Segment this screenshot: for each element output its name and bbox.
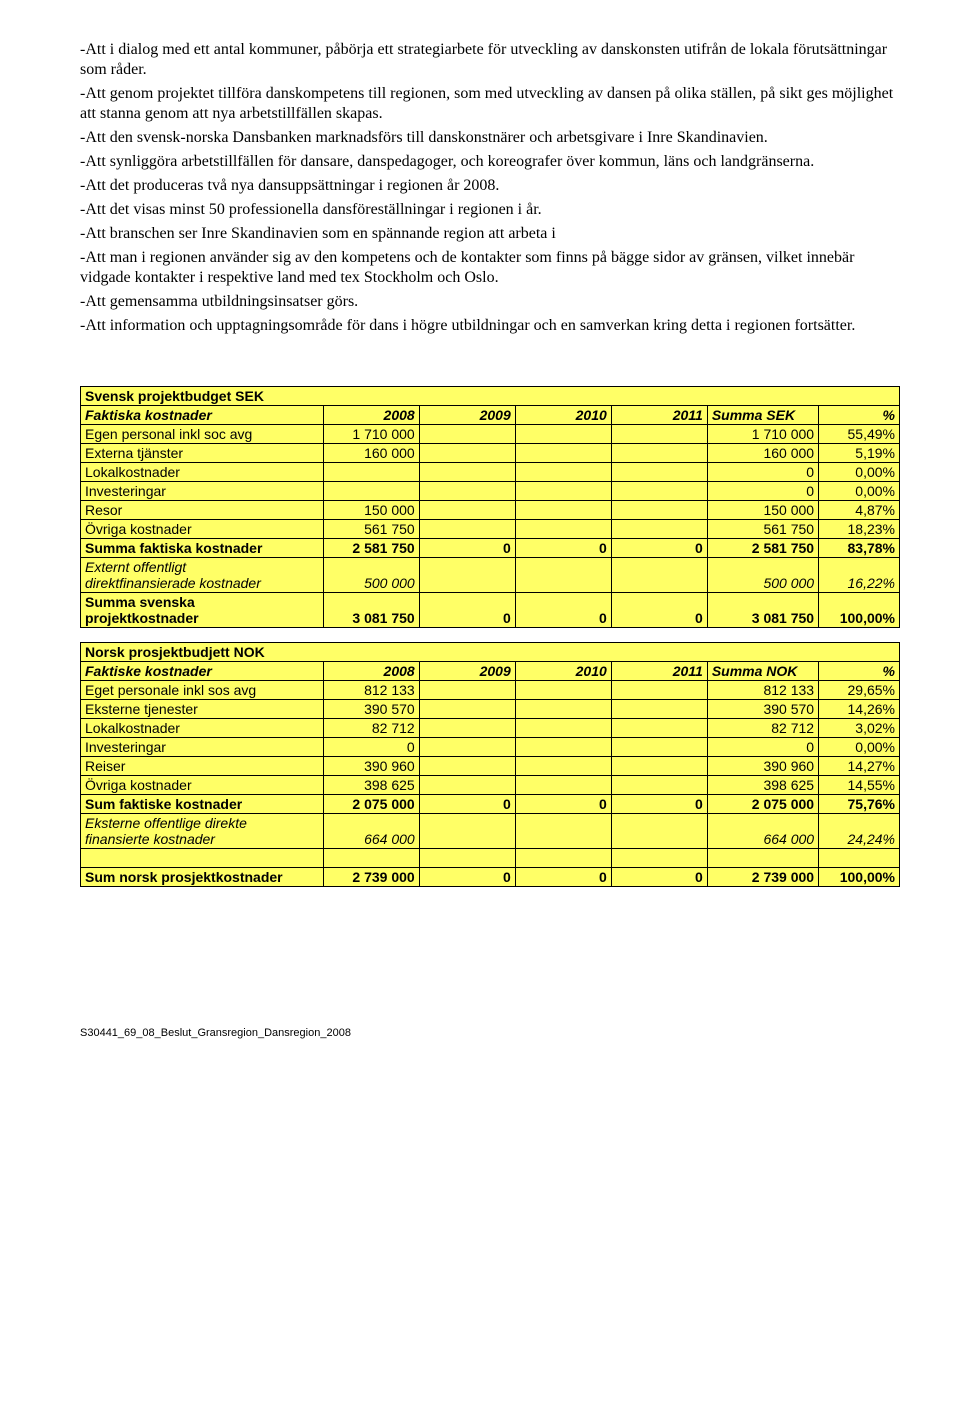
table-row: Resor150 000150 0004,87% <box>81 501 900 520</box>
table-row: Externt offentligtdirektfinansierade kos… <box>81 558 900 593</box>
table-row: Sum faktiske kostnader2 075 0000002 075 … <box>81 795 900 814</box>
table-row: Summa faktiska kostnader2 581 7500002 58… <box>81 539 900 558</box>
swedish-budget-table: Svensk projektbudget SEKFaktiska kostnad… <box>80 386 900 628</box>
bullet-item: -Att det produceras två nya dansuppsättn… <box>80 176 900 196</box>
table-row: Faktiske kostnader2008200920102011Summa … <box>81 662 900 681</box>
table-row: Egen personal inkl soc avg1 710 0001 710… <box>81 425 900 444</box>
table-row: Svensk projektbudget SEK <box>81 387 900 406</box>
table-row: Övriga kostnader561 750561 75018,23% <box>81 520 900 539</box>
bullet-item: -Att synliggöra arbetstillfällen för dan… <box>80 152 900 172</box>
table-row: Reiser390 960390 96014,27% <box>81 757 900 776</box>
bullet-item: -Att genom projektet tillföra danskompet… <box>80 84 900 124</box>
table-row: Summa svenskaprojektkostnader3 081 75000… <box>81 593 900 628</box>
table-row: Externa tjänster160 000160 0005,19% <box>81 444 900 463</box>
norwegian-budget-table: Norsk prosjektbudjett NOKFaktiske kostna… <box>80 642 900 887</box>
table-row: Eksterne offentlige direktefinansierte k… <box>81 814 900 849</box>
bullet-item: -Att gemensamma utbildningsinsatser görs… <box>80 292 900 312</box>
bullet-item: -Att det visas minst 50 professionella d… <box>80 200 900 220</box>
bullet-item: -Att information och upptagningsområde f… <box>80 316 900 336</box>
table-row: Norsk prosjektbudjett NOK <box>81 643 900 662</box>
bullet-item: -Att den svensk-norska Dansbanken markna… <box>80 128 900 148</box>
table-row: Investeringar000,00% <box>81 738 900 757</box>
table-row: Lokalkostnader00,00% <box>81 463 900 482</box>
bullet-item: -Att i dialog med ett antal kommuner, på… <box>80 40 900 80</box>
table-row: Investeringar00,00% <box>81 482 900 501</box>
footer-text: S30441_69_08_Beslut_Gransregion_Dansregi… <box>80 1027 900 1039</box>
table-row: Eksterne tjenester390 570390 57014,26% <box>81 700 900 719</box>
bullet-item: -Att branschen ser Inre Skandinavien som… <box>80 224 900 244</box>
table-row <box>81 849 900 868</box>
table-row: Lokalkostnader82 71282 7123,02% <box>81 719 900 738</box>
table-row: Faktiska kostnader2008200920102011Summa … <box>81 406 900 425</box>
table-row: Eget personale inkl sos avg812 133812 13… <box>81 681 900 700</box>
bullet-item: -Att man i regionen använder sig av den … <box>80 248 900 288</box>
bullet-list: -Att i dialog med ett antal kommuner, på… <box>80 40 900 336</box>
table-row: Övriga kostnader398 625398 62514,55% <box>81 776 900 795</box>
table-row: Sum norsk prosjektkostnader2 739 0000002… <box>81 868 900 887</box>
